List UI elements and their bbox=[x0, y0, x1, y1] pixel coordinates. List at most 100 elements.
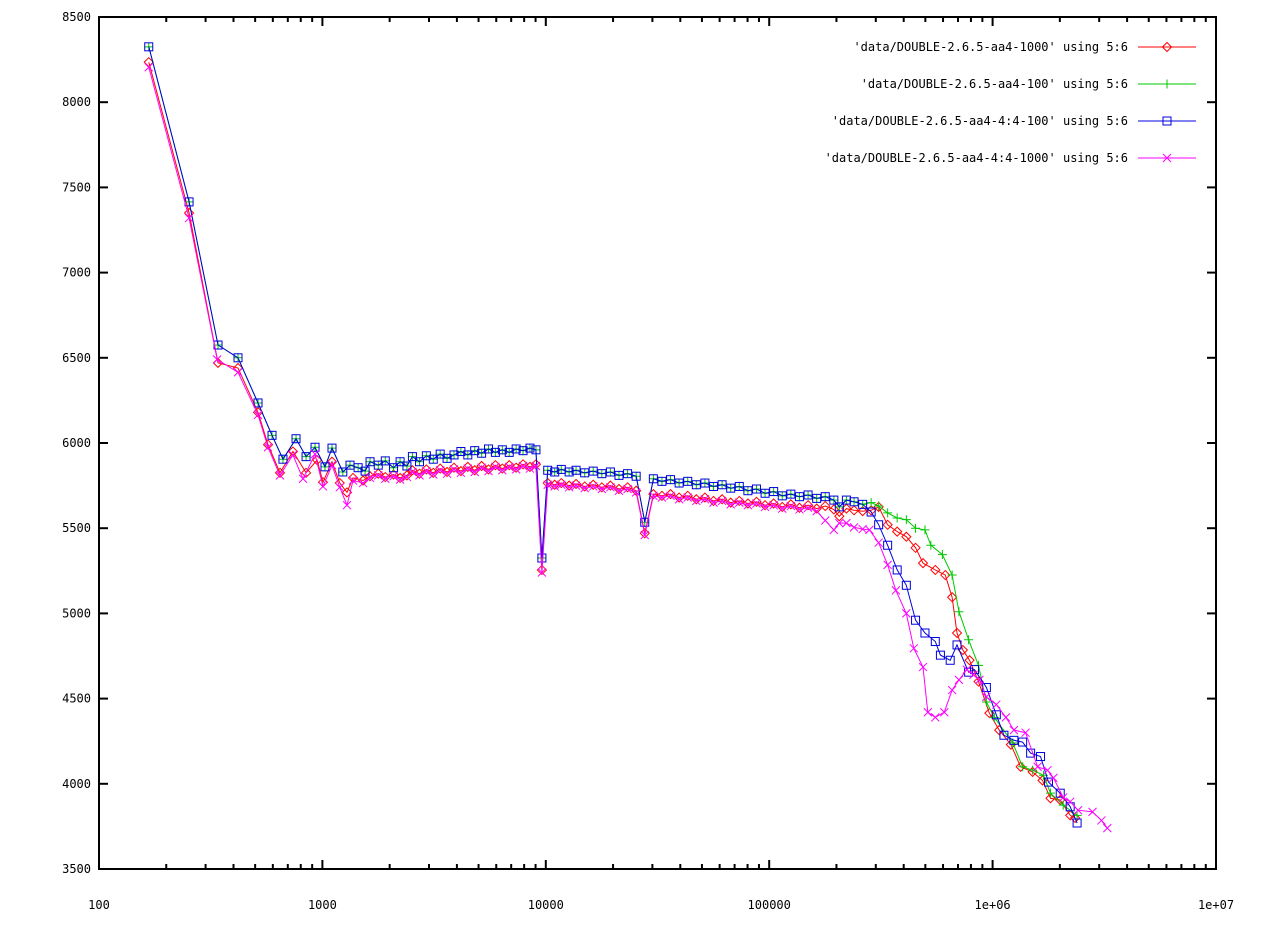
square-marker-icon bbox=[320, 462, 330, 472]
x-marker-icon bbox=[803, 503, 813, 513]
diamond-marker-icon bbox=[1161, 41, 1173, 53]
y-tick-label: 8500 bbox=[62, 10, 91, 24]
x-marker-icon bbox=[373, 471, 383, 480]
x-marker-icon bbox=[674, 494, 684, 504]
x-marker-icon bbox=[556, 480, 566, 490]
square-marker-icon bbox=[866, 507, 876, 517]
diamond-marker-icon bbox=[820, 500, 831, 512]
x-marker-icon bbox=[969, 670, 978, 680]
x-marker-icon bbox=[623, 484, 632, 494]
y-tick-label: 3500 bbox=[62, 862, 91, 876]
x-marker-icon bbox=[597, 484, 607, 494]
square-marker-icon bbox=[415, 457, 425, 467]
series-3 bbox=[144, 42, 1082, 828]
x-marker-icon bbox=[752, 499, 761, 508]
x-marker-icon bbox=[358, 478, 368, 488]
x-marker-icon bbox=[891, 586, 901, 595]
x-marker-icon bbox=[491, 462, 500, 472]
square-marker-icon bbox=[310, 442, 320, 452]
plus-marker-icon bbox=[901, 515, 911, 525]
square-marker-icon bbox=[267, 430, 277, 440]
y-tick-label: 4500 bbox=[62, 692, 91, 706]
x-marker-icon bbox=[1043, 765, 1052, 775]
square-marker-icon bbox=[623, 469, 633, 479]
y-tick-label: 7500 bbox=[62, 180, 91, 194]
diamond-marker-icon bbox=[891, 526, 903, 537]
x-marker-icon bbox=[275, 471, 285, 480]
y-tick-label: 4000 bbox=[62, 777, 91, 791]
x-marker-icon bbox=[947, 685, 957, 695]
diamond-marker-icon bbox=[828, 504, 840, 515]
square-marker-icon bbox=[786, 489, 796, 499]
legend-label: 'data/DOUBLE-2.6.5-aa4-4:4-1000' using 5… bbox=[825, 151, 1128, 165]
square-marker-icon bbox=[449, 450, 459, 460]
diamond-marker-icon bbox=[901, 531, 912, 542]
x-marker-icon bbox=[657, 493, 667, 502]
square-marker-icon bbox=[794, 492, 804, 502]
square-marker-icon bbox=[407, 452, 417, 462]
square-marker-icon bbox=[743, 486, 753, 496]
x-marker-icon bbox=[1088, 807, 1097, 817]
square-marker-icon bbox=[497, 445, 507, 455]
series-1 bbox=[143, 56, 1081, 824]
square-marker-icon bbox=[901, 580, 911, 590]
square-marker-icon bbox=[442, 453, 452, 463]
square-marker-icon bbox=[338, 467, 348, 477]
square-marker-icon bbox=[490, 447, 500, 457]
x-marker-icon bbox=[144, 62, 154, 72]
y-tick-label: 8000 bbox=[62, 95, 91, 109]
legend-entry: 'data/DOUBLE-2.6.5-aa4-1000' using 5:6 bbox=[853, 40, 1196, 54]
x-tick-label: 10000 bbox=[528, 898, 564, 912]
x-marker-icon bbox=[525, 464, 535, 473]
x-marker-icon bbox=[734, 498, 744, 507]
square-marker-icon bbox=[531, 445, 541, 455]
x-marker-icon bbox=[834, 518, 844, 528]
square-marker-icon bbox=[930, 637, 940, 647]
diamond-marker-icon bbox=[274, 467, 286, 479]
x-marker-icon bbox=[975, 675, 984, 685]
diamond-marker-icon bbox=[536, 564, 548, 576]
x-marker-icon bbox=[786, 501, 796, 511]
x-marker-icon bbox=[212, 355, 222, 364]
x-marker-icon bbox=[874, 538, 884, 548]
diamond-marker-icon bbox=[1045, 793, 1056, 804]
x-marker-icon bbox=[982, 692, 991, 702]
x-marker-icon bbox=[939, 707, 949, 717]
x-marker-icon bbox=[348, 476, 358, 485]
x-marker-icon bbox=[769, 500, 779, 510]
square-marker-icon bbox=[327, 443, 337, 453]
plus-marker-icon bbox=[1018, 762, 1028, 772]
plus-marker-icon bbox=[874, 501, 884, 511]
diamond-marker-icon bbox=[930, 564, 941, 576]
x-marker-icon bbox=[666, 491, 675, 501]
x-marker-icon bbox=[288, 450, 298, 460]
square-marker-icon bbox=[726, 483, 736, 493]
square-marker-icon bbox=[1162, 116, 1172, 126]
diamond-marker-icon bbox=[326, 456, 338, 467]
square-marker-icon bbox=[1026, 748, 1036, 758]
diamond-marker-icon bbox=[910, 542, 921, 554]
square-marker-icon bbox=[834, 502, 844, 512]
square-marker-icon bbox=[525, 443, 535, 453]
x-marker-icon bbox=[1102, 823, 1112, 833]
x-marker-icon bbox=[497, 465, 507, 475]
plus-marker-icon bbox=[954, 607, 964, 617]
x-marker-icon bbox=[820, 516, 830, 525]
x-marker-icon bbox=[477, 463, 486, 473]
x-marker-icon bbox=[342, 500, 352, 510]
x-marker-icon bbox=[470, 467, 480, 477]
x-marker-icon bbox=[709, 498, 718, 507]
x-marker-icon bbox=[442, 469, 452, 479]
square-marker-icon bbox=[952, 640, 962, 650]
plus-marker-icon bbox=[920, 525, 930, 535]
square-marker-icon bbox=[820, 492, 830, 502]
square-marker-icon bbox=[1072, 818, 1082, 828]
legend-label: 'data/DOUBLE-2.6.5-aa4-4:4-100' using 5:… bbox=[832, 114, 1128, 128]
x-marker-icon bbox=[564, 482, 574, 492]
x-marker-icon bbox=[531, 461, 541, 471]
square-marker-icon bbox=[380, 456, 390, 466]
x-marker-icon bbox=[504, 462, 514, 472]
x-marker-icon bbox=[923, 707, 933, 717]
square-marker-icon bbox=[700, 478, 710, 488]
